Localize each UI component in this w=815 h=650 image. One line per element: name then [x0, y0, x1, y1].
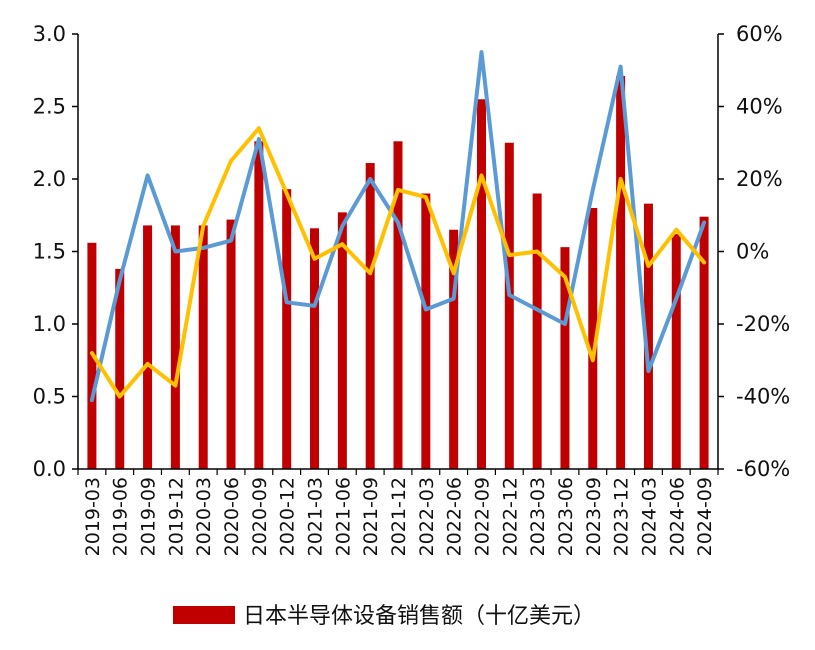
x-tick-label: 2019-09 — [138, 477, 160, 556]
bar-2023-09 — [588, 208, 598, 469]
x-tick-label: 2020-12 — [277, 477, 299, 556]
bar-2020-06 — [226, 219, 236, 469]
bar-series — [87, 76, 709, 470]
x-tick-label: 2024-03 — [638, 477, 660, 556]
legend: 日本半导体设备销售额（十亿美元） — [173, 604, 595, 629]
right-tick-label: 60% — [736, 22, 783, 46]
x-tick-label: 2023-06 — [555, 477, 577, 556]
bar-2023-12 — [616, 76, 626, 470]
legend-swatch — [173, 606, 235, 624]
axes: 0.0 0.5 1.0 1.5 2.0 2.5 3.0 -60% -40% -20% 0% 20% 40… — [33, 22, 791, 556]
left-tick-label: 3.0 — [33, 22, 66, 46]
x-tick-label: 2022-09 — [471, 477, 493, 556]
right-tick-label: 40% — [736, 95, 783, 119]
left-tick-label: 0.0 — [33, 457, 66, 481]
line-series-group — [89, 50, 707, 403]
left-tick-label: 1.0 — [33, 312, 66, 336]
left-tick-label: 0.5 — [33, 385, 66, 409]
bar-2020-03 — [198, 225, 208, 469]
bar-2021-09 — [365, 163, 375, 470]
bar-2020-12 — [282, 189, 292, 469]
right-tick-label: 0% — [736, 240, 769, 264]
bar-2022-03 — [421, 193, 431, 469]
bar-2021-12 — [393, 141, 403, 470]
bar-2024-09 — [699, 216, 709, 469]
bar-2019-06 — [115, 268, 125, 469]
left-tick-label: 2.5 — [33, 95, 66, 119]
bar-2024-03 — [643, 203, 653, 469]
right-tick-label: 20% — [736, 167, 783, 191]
line-series-2 — [89, 126, 707, 399]
left-tick-label: 1.5 — [33, 240, 66, 264]
x-tick-label: 2023-03 — [527, 477, 549, 556]
x-tick-label: 2022-12 — [499, 477, 521, 556]
bar-2022-06 — [449, 229, 459, 469]
right-tick-label: -20% — [736, 312, 790, 336]
x-tick-label: 2021-09 — [360, 477, 382, 556]
bar-2019-12 — [170, 225, 180, 469]
right-tick-label: -40% — [736, 385, 790, 409]
x-tick-label: 2023-12 — [611, 477, 633, 556]
line-series-1 — [89, 50, 707, 403]
x-tick-label: 2023-09 — [583, 477, 605, 556]
bar-2021-03 — [310, 228, 320, 469]
bar-2024-06 — [671, 234, 681, 469]
x-tick-label: 2024-09 — [694, 477, 716, 556]
bar-2022-09 — [476, 99, 486, 469]
x-tick-label: 2019-12 — [165, 477, 187, 556]
x-tick-label: 2021-12 — [388, 477, 410, 556]
x-tick-label: 2022-06 — [444, 477, 466, 556]
x-tick-label: 2024-06 — [666, 477, 688, 556]
legend-label: 日本半导体设备销售额（十亿美元） — [243, 604, 595, 629]
x-tick-label: 2021-06 — [332, 477, 354, 556]
x-tick-label: 2020-06 — [221, 477, 243, 556]
x-tick-label: 2019-06 — [110, 477, 132, 556]
bar-2021-06 — [337, 212, 347, 469]
x-tick-label: 2021-03 — [305, 477, 327, 556]
left-tick-label: 2.0 — [33, 167, 66, 191]
bar-2023-06 — [560, 247, 570, 469]
bar-2020-09 — [254, 141, 264, 470]
bar-2019-09 — [143, 225, 153, 469]
x-tick-label: 2020-03 — [193, 477, 215, 556]
bar-2023-03 — [532, 193, 542, 469]
bar-2022-12 — [504, 142, 514, 469]
x-tick-label: 2019-03 — [82, 477, 104, 556]
x-tick-label: 2020-09 — [249, 477, 271, 556]
right-tick-label: -60% — [736, 457, 790, 481]
x-tick-label: 2022-03 — [416, 477, 438, 556]
